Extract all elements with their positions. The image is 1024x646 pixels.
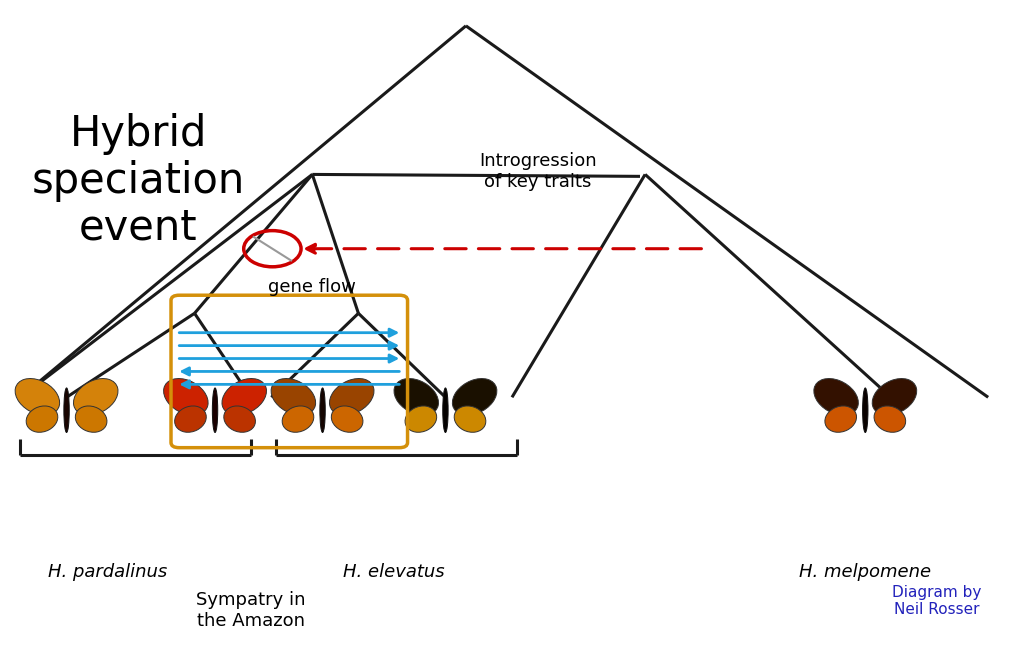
Ellipse shape	[394, 379, 438, 415]
Ellipse shape	[332, 406, 362, 432]
Ellipse shape	[175, 406, 206, 432]
Ellipse shape	[222, 379, 266, 415]
Ellipse shape	[453, 379, 497, 415]
Text: gene flow: gene flow	[268, 278, 356, 297]
Ellipse shape	[15, 379, 59, 415]
Text: H. pardalinus: H. pardalinus	[48, 563, 167, 581]
Text: Sympatry in
the Amazon: Sympatry in the Amazon	[197, 591, 305, 630]
Text: Diagram by
Neil Rosser: Diagram by Neil Rosser	[892, 585, 982, 617]
Text: H. elevatus: H. elevatus	[343, 563, 445, 581]
Ellipse shape	[872, 379, 916, 415]
Text: Introgression
of key traits: Introgression of key traits	[479, 152, 596, 191]
Text: Hybrid
speciation
event: Hybrid speciation event	[32, 113, 245, 249]
Ellipse shape	[271, 379, 315, 415]
Ellipse shape	[283, 406, 313, 432]
Ellipse shape	[862, 388, 868, 433]
Text: H. melpomene: H. melpomene	[799, 563, 932, 581]
Ellipse shape	[224, 406, 255, 432]
Ellipse shape	[406, 406, 436, 432]
Ellipse shape	[27, 406, 57, 432]
Ellipse shape	[455, 406, 485, 432]
Ellipse shape	[74, 379, 118, 415]
Ellipse shape	[164, 379, 208, 415]
Ellipse shape	[814, 379, 858, 415]
Ellipse shape	[825, 406, 856, 432]
Ellipse shape	[63, 388, 70, 433]
Ellipse shape	[212, 388, 218, 433]
Ellipse shape	[442, 388, 449, 433]
Ellipse shape	[874, 406, 905, 432]
Ellipse shape	[76, 406, 106, 432]
Ellipse shape	[319, 388, 326, 433]
Ellipse shape	[330, 379, 374, 415]
